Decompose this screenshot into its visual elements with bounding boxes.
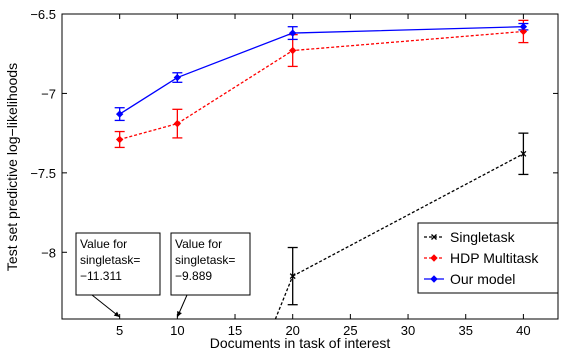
annotation: Value for singletask= −9.889 bbox=[170, 232, 251, 318]
y-tick-label: −6.5 bbox=[30, 7, 56, 22]
y-axis-label: Test set predictive log−likelihoods bbox=[4, 63, 20, 271]
data-point bbox=[288, 46, 297, 55]
data-point bbox=[519, 27, 528, 36]
legend-label: Our model bbox=[450, 271, 515, 287]
annotation-arrow-head bbox=[177, 311, 182, 317]
x-tick-label: 5 bbox=[116, 323, 123, 338]
data-point-stroke bbox=[520, 150, 527, 157]
y-tick-label: −7 bbox=[41, 86, 56, 101]
annotation-text: singletask= bbox=[80, 253, 140, 267]
data-point bbox=[115, 110, 124, 118]
x-tick-label: 30 bbox=[401, 323, 415, 338]
data-point bbox=[173, 119, 182, 128]
x-tick-label: 20 bbox=[285, 323, 299, 338]
data-point bbox=[173, 73, 182, 82]
legend-marker bbox=[431, 234, 437, 240]
data-point bbox=[519, 23, 528, 31]
annotation-text: Value for bbox=[80, 237, 127, 251]
series-line-lead-in bbox=[274, 275, 294, 320]
y-tick-label: −8 bbox=[41, 245, 56, 260]
annotation-box bbox=[75, 232, 161, 296]
y-tick-label: −7.5 bbox=[30, 166, 56, 181]
series-line bbox=[119, 30, 524, 141]
x-tick-label: 15 bbox=[228, 323, 242, 338]
plot-frame bbox=[61, 13, 559, 320]
x-tick-label: 40 bbox=[516, 323, 530, 338]
data-point bbox=[289, 273, 296, 280]
legend-marker-stroke bbox=[431, 234, 437, 240]
annotation-text: Value for bbox=[175, 237, 222, 251]
data-point-stroke bbox=[289, 273, 296, 280]
x-tick-label: 25 bbox=[343, 323, 357, 338]
annotation-text: singletask= bbox=[175, 253, 235, 267]
data-point bbox=[520, 150, 527, 157]
annotation-text: −11.311 bbox=[80, 269, 122, 283]
x-tick-label: 10 bbox=[170, 323, 184, 338]
annotation: Value for singletask= −11.311 bbox=[75, 232, 161, 318]
data-point bbox=[288, 29, 297, 37]
annotation-box bbox=[170, 232, 251, 296]
data-point bbox=[115, 135, 124, 144]
legend-label: HDP Multitask bbox=[450, 250, 539, 266]
legend-label: Singletask bbox=[450, 229, 516, 245]
legend-marker bbox=[430, 254, 438, 262]
annotation-arrow-head bbox=[113, 311, 120, 317]
annotation-text: −9.889 bbox=[175, 269, 212, 283]
x-tick-label: 35 bbox=[458, 323, 472, 338]
legend-marker bbox=[430, 275, 438, 283]
series-line bbox=[292, 153, 524, 277]
series-line bbox=[119, 26, 524, 115]
annotation-arrow-line bbox=[91, 294, 120, 318]
x-axis-label: Documents in task of interest bbox=[210, 335, 391, 351]
